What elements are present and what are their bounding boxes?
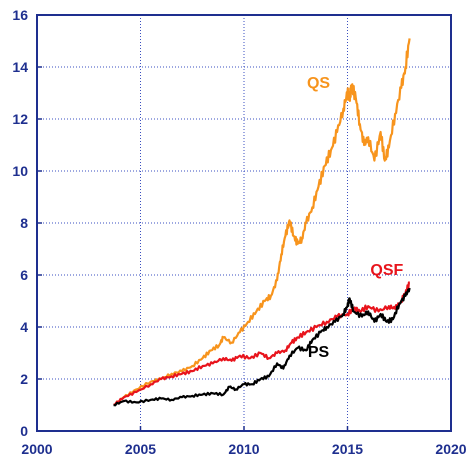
series-label-ps: PS xyxy=(308,344,330,361)
y-tick-label: 4 xyxy=(20,319,28,335)
y-tick-label: 10 xyxy=(12,163,28,179)
series-label-qsf: QSF xyxy=(370,262,403,279)
y-tick-label: 2 xyxy=(20,371,28,387)
series-label-layer: QS QSF PS xyxy=(307,75,404,361)
tick-layer: 2000 2005 2010 2015 2020 0 2 4 6 8 10 12 14 16 xyxy=(12,7,466,457)
x-tick-label: 2005 xyxy=(125,441,156,457)
x-tick-label: 2000 xyxy=(21,441,52,457)
x-tick-label: 2015 xyxy=(332,441,363,457)
y-tick-label: 14 xyxy=(12,59,28,75)
series-label-qs: QS xyxy=(307,75,330,92)
y-tick-label: 16 xyxy=(12,7,28,23)
series-line-qs xyxy=(113,38,411,407)
y-tick-label: 6 xyxy=(20,267,28,283)
series-line-ps xyxy=(113,287,411,407)
y-tick-label: 0 xyxy=(20,423,28,439)
series-line-qsf xyxy=(113,281,411,406)
x-tick-label: 2020 xyxy=(435,441,466,457)
grid-layer xyxy=(37,15,451,431)
series-layer xyxy=(113,38,411,407)
x-tick-label: 2010 xyxy=(228,441,259,457)
y-tick-label: 8 xyxy=(20,215,28,231)
y-tick-label: 12 xyxy=(12,111,28,127)
